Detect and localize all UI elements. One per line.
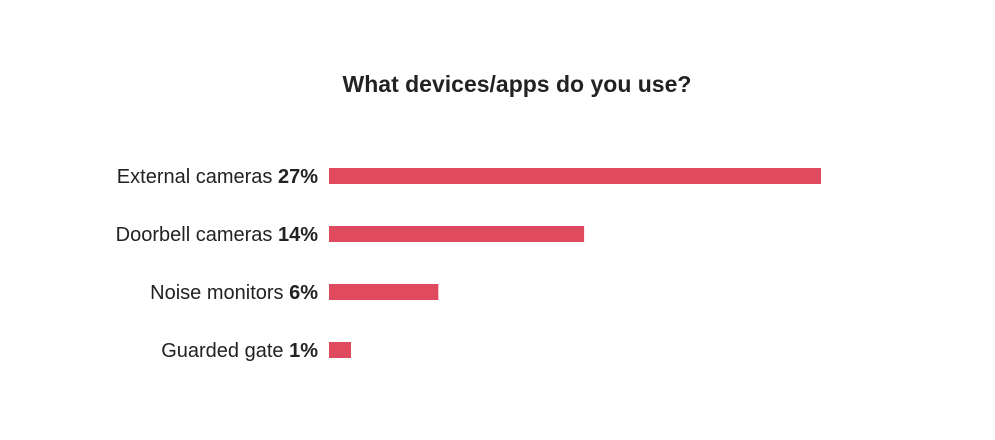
value-label: 27%	[278, 166, 318, 188]
bar-doorbell-cameras	[329, 226, 585, 242]
bar-external-cameras	[329, 168, 821, 184]
bar-guarded-gate	[329, 342, 351, 358]
category-label: Guarded gate 1%	[161, 340, 318, 362]
category-name: Guarded gate	[161, 340, 289, 362]
value-label: 14%	[278, 224, 318, 246]
bars-group	[329, 168, 821, 358]
category-labels-group: External cameras 27% Doorbell cameras 14%…	[116, 166, 319, 362]
category-label: Noise monitors 6%	[150, 282, 318, 304]
category-name: External cameras	[117, 166, 278, 188]
category-label: External cameras 27%	[117, 166, 318, 188]
category-name: Noise monitors	[150, 282, 289, 304]
category-label: Doorbell cameras 14%	[116, 224, 319, 246]
value-label: 1%	[289, 340, 318, 362]
chart-title: What devices/apps do you use?	[343, 71, 692, 97]
value-label: 6%	[289, 282, 318, 304]
category-name: Doorbell cameras	[116, 224, 278, 246]
bar-noise-monitors	[329, 284, 439, 300]
